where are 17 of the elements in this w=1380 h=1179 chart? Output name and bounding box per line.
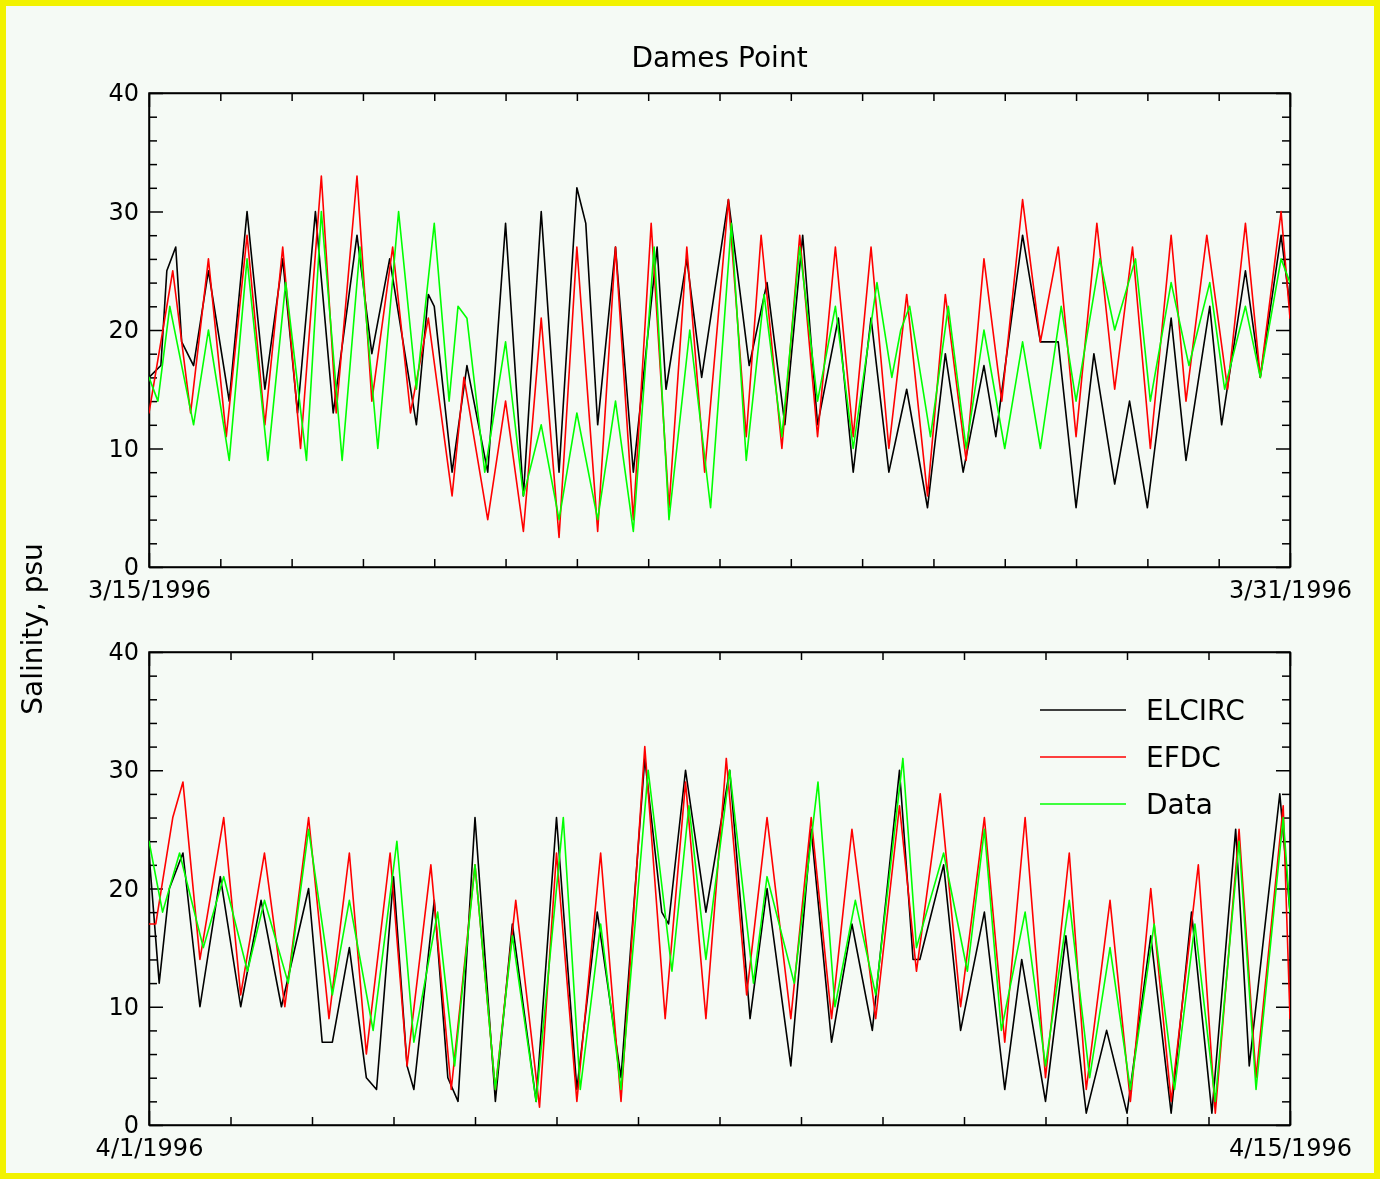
legend-label: EFDC: [1146, 740, 1221, 774]
y-tick-label: 30: [108, 197, 139, 226]
x-tick-label: 3/15/1996: [87, 576, 212, 605]
legend-label: ELCIRC: [1146, 693, 1245, 727]
y-tick-label: 10: [108, 434, 139, 463]
x-tick-label: 4/1/1996: [95, 1134, 204, 1163]
y-tick-label: 40: [108, 79, 139, 108]
y-tick-label: 20: [108, 316, 139, 345]
chart-title: Dames Point: [631, 41, 808, 74]
x-tick-label: 3/31/1996: [1228, 576, 1353, 605]
legend-label: Data: [1146, 787, 1213, 821]
y-tick-label: 30: [108, 756, 139, 785]
y-tick-label: 10: [108, 992, 139, 1021]
x-tick-label: 4/15/1996: [1228, 1134, 1353, 1163]
y-tick-label: 40: [108, 638, 139, 667]
y-tick-label: 20: [108, 874, 139, 903]
y-axis-title: Salinity, psu: [16, 543, 49, 715]
